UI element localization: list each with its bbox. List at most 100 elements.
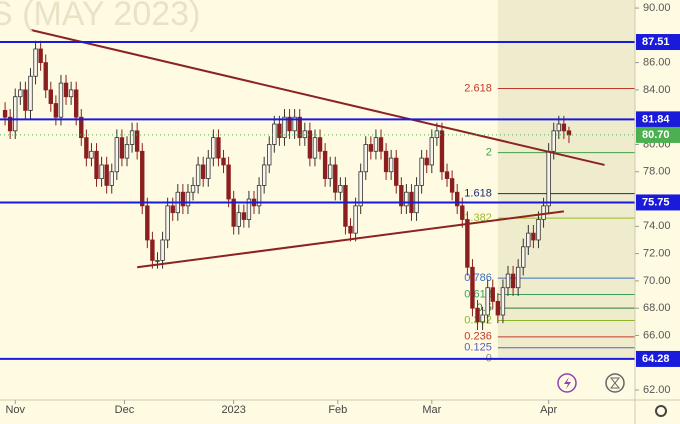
alert-icon[interactable] (557, 373, 577, 393)
replay-glyph (609, 377, 621, 389)
candle-body (358, 171, 363, 207)
candle-body (160, 239, 165, 261)
level-tag (636, 111, 680, 128)
candle-body (68, 89, 74, 98)
candle-body (500, 287, 506, 316)
candle-body (63, 82, 69, 98)
x-tick-label: Feb (328, 404, 347, 416)
x-tick-label: Mar (422, 404, 441, 416)
candle-body (241, 212, 247, 220)
candle-body (28, 75, 33, 111)
candle-body (378, 137, 384, 152)
candle-body (404, 191, 409, 207)
candle-body (226, 164, 231, 200)
candle-body (449, 178, 455, 193)
candle-body (155, 260, 160, 262)
y-tick-label: 86.00 (643, 57, 671, 69)
y-tick-label: 70.00 (643, 275, 671, 287)
candle-body (287, 116, 292, 132)
candle-body (104, 164, 109, 186)
trendline (30, 28, 605, 166)
candle-body (495, 300, 501, 316)
candle-body (490, 287, 495, 302)
x-tick-label: Dec (115, 404, 135, 416)
candle-body (399, 185, 404, 207)
candle-body (521, 246, 526, 268)
candle-body (195, 164, 201, 186)
candle-body (109, 171, 114, 186)
candle-body (18, 89, 23, 98)
y-tick-label: 90.00 (643, 2, 671, 14)
candle-body (33, 48, 38, 77)
x-tick-label: Apr (540, 404, 557, 416)
candle-body (282, 116, 287, 139)
candle-body (180, 191, 186, 207)
candle-body (114, 137, 120, 173)
candle-body (23, 89, 28, 111)
y-tick-label: 78.00 (643, 166, 671, 178)
candle-body (388, 157, 394, 173)
candle-body (510, 273, 516, 289)
candle-body (551, 130, 556, 152)
candle-body (546, 150, 551, 207)
candle-body (531, 232, 536, 241)
replay-icon[interactable] (605, 373, 625, 393)
settings-icon[interactable] (655, 405, 667, 417)
candle-body (414, 185, 419, 214)
candle-body (317, 137, 323, 152)
level-tag-label: 75.75 (642, 196, 670, 208)
fib-label: 2 (486, 147, 492, 159)
level-tag (636, 350, 680, 367)
candle-body (200, 164, 206, 179)
candle-body (231, 198, 236, 227)
candle-body (312, 137, 318, 159)
candle-body (272, 123, 277, 145)
candle-body (261, 164, 267, 186)
candle-body (480, 314, 485, 323)
candle-body (94, 150, 99, 179)
candle-body (505, 273, 511, 289)
candle-body (556, 123, 561, 132)
candle-body (221, 157, 226, 166)
fib-label: 1.618 (464, 187, 492, 199)
candle-body (99, 164, 104, 179)
candle-body (256, 185, 262, 207)
candle-body (526, 232, 531, 248)
candle-body (84, 137, 89, 159)
candle-body (536, 219, 541, 241)
last-price-tag (636, 126, 680, 143)
candle-body (140, 150, 145, 207)
candle-body (373, 137, 379, 152)
candle-body (190, 185, 196, 193)
candle-body (211, 137, 216, 159)
candle-body (7, 116, 13, 132)
candle-body (419, 157, 424, 186)
candle-body (236, 212, 241, 227)
candle-body (338, 185, 343, 193)
candle-body (383, 150, 389, 173)
candle-body (48, 89, 53, 104)
x-tick-label: 2023 (221, 404, 245, 416)
candle-body (561, 123, 567, 132)
candle-body (327, 164, 333, 179)
candle-body (475, 307, 480, 323)
candle-body (216, 137, 221, 159)
candle-body (13, 96, 18, 132)
candle-body (119, 137, 125, 159)
candle-body (170, 205, 175, 214)
candle-body (145, 205, 150, 241)
candle-body (277, 123, 282, 139)
candle-body (267, 144, 272, 166)
candle-body (89, 150, 94, 159)
candle-body (368, 144, 374, 152)
candle-body (58, 82, 64, 118)
level-tag (636, 34, 680, 51)
candle-body (566, 130, 572, 136)
candle-body (439, 130, 445, 173)
y-tick-label: 62.00 (643, 384, 671, 396)
candle-body (2, 109, 8, 118)
candle-body (206, 157, 211, 179)
y-tick-label: 66.00 (643, 329, 671, 341)
candle-body (353, 205, 358, 234)
candle-body (515, 266, 521, 289)
